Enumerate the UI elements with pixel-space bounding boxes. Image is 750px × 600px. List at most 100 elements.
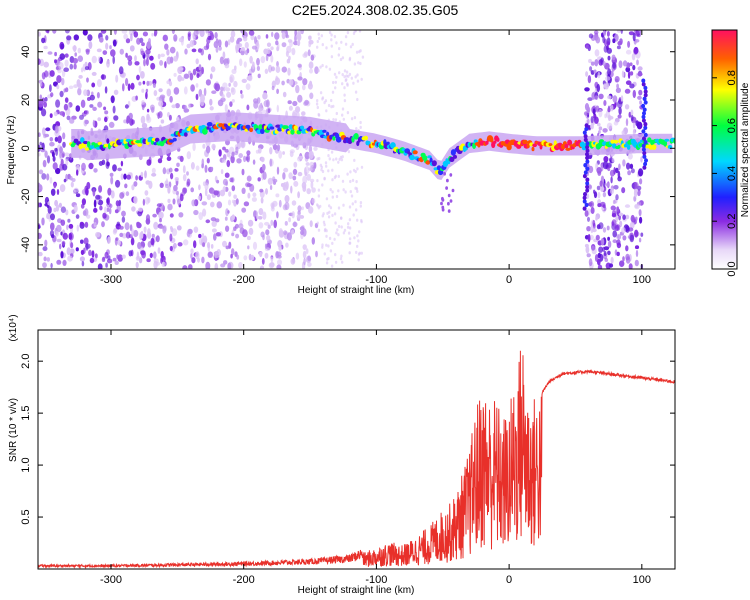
noise-speckle <box>118 66 124 75</box>
spike-blob <box>641 82 646 87</box>
noise-speckle <box>283 167 289 173</box>
noise-speckle <box>77 82 82 89</box>
noise-speckle <box>213 82 218 90</box>
noise-speckle <box>271 66 275 72</box>
noise-speckle <box>593 69 597 74</box>
noise-speckle <box>339 257 343 261</box>
spectrogram-marks <box>38 30 675 269</box>
noise-speckle <box>61 69 66 78</box>
noise-speckle <box>202 242 206 248</box>
noise-speckle <box>358 30 362 33</box>
noise-speckle <box>260 156 265 163</box>
noise-speckle <box>617 234 622 240</box>
noise-speckle <box>278 230 285 238</box>
noise-speckle <box>606 30 610 37</box>
noise-speckle <box>166 49 170 56</box>
noise-speckle <box>244 41 249 49</box>
noise-speckle <box>151 172 157 177</box>
noise-speckle <box>204 188 208 197</box>
noise-speckle <box>110 49 116 57</box>
noise-speckle <box>143 226 147 233</box>
noise-speckle <box>305 248 309 255</box>
noise-speckle <box>280 183 285 187</box>
noise-speckle <box>206 157 210 164</box>
noise-speckle <box>260 56 266 64</box>
noise-speckle <box>590 70 595 75</box>
noise-speckle <box>141 122 148 129</box>
noise-speckle <box>357 239 360 243</box>
noise-speckle <box>89 257 95 264</box>
noise-speckle <box>96 92 100 99</box>
noise-speckle <box>320 34 323 38</box>
noise-speckle <box>108 207 112 215</box>
noise-speckle <box>321 245 324 249</box>
noise-speckle <box>184 48 188 55</box>
noise-speckle <box>93 222 97 228</box>
noise-speckle <box>629 221 635 229</box>
noise-speckle <box>328 204 331 208</box>
spike-blob <box>583 134 588 139</box>
noise-speckle <box>603 251 607 256</box>
noise-speckle <box>201 158 205 167</box>
noise-speckle <box>230 253 233 259</box>
noise-speckle <box>128 250 133 257</box>
noise-speckle <box>140 71 145 79</box>
noise-speckle <box>268 262 275 269</box>
noise-speckle <box>629 62 633 67</box>
ridge-blob <box>363 135 368 141</box>
noise-speckle <box>169 95 173 103</box>
noise-speckle <box>598 222 604 230</box>
ridge-blob <box>613 139 619 144</box>
noise-speckle <box>587 216 590 222</box>
colorbar-tick-label: 0.8 <box>726 70 738 85</box>
noise-speckle <box>178 212 184 218</box>
noise-speckle <box>202 143 206 149</box>
noise-speckle <box>605 76 611 81</box>
noise-speckle <box>330 38 333 42</box>
noise-speckle <box>286 232 292 241</box>
noise-speckle <box>329 188 332 192</box>
noise-speckle <box>39 81 43 87</box>
noise-speckle <box>257 35 261 40</box>
noise-speckle <box>340 158 344 162</box>
spike-blob <box>585 188 590 193</box>
noise-speckle <box>611 213 617 218</box>
noise-speckle <box>244 49 249 56</box>
spike-blob <box>585 155 590 161</box>
noise-speckle <box>300 230 305 236</box>
noise-speckle <box>602 246 606 252</box>
noise-speckle <box>231 151 235 158</box>
ridge-blob <box>386 141 390 145</box>
noise-speckle <box>55 167 61 175</box>
noise-speckle <box>64 30 70 34</box>
noise-speckle <box>325 261 329 265</box>
noise-speckle <box>266 42 272 48</box>
ridge-blob <box>206 126 210 130</box>
noise-speckle <box>158 100 164 107</box>
noise-speckle <box>319 163 323 167</box>
noise-speckle <box>253 101 259 109</box>
noise-speckle <box>332 104 335 108</box>
noise-speckle <box>270 205 275 212</box>
tail-blob <box>447 193 451 198</box>
noise-speckle <box>131 119 135 125</box>
noise-speckle <box>356 167 359 171</box>
noise-speckle <box>337 174 340 178</box>
noise-speckle <box>289 151 294 158</box>
noise-speckle <box>589 66 593 72</box>
noise-speckle <box>602 128 608 133</box>
noise-speckle <box>113 89 119 96</box>
noise-speckle <box>286 58 291 64</box>
noise-speckle <box>315 250 318 258</box>
noise-speckle <box>610 187 614 195</box>
noise-speckle <box>107 236 111 244</box>
noise-speckle <box>355 250 358 254</box>
noise-speckle <box>589 201 595 208</box>
noise-speckle <box>215 232 222 237</box>
noise-speckle <box>602 61 606 67</box>
noise-speckle <box>231 232 235 237</box>
noise-speckle <box>112 39 117 47</box>
noise-speckle <box>136 37 141 45</box>
noise-speckle <box>211 143 216 150</box>
noise-speckle <box>67 218 71 223</box>
